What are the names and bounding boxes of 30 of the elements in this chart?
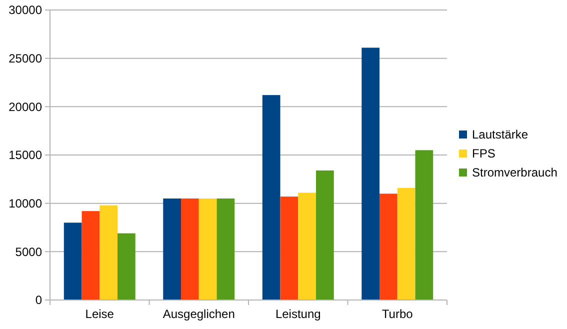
x-tick-label: Leistung bbox=[275, 307, 321, 321]
bar bbox=[415, 150, 434, 300]
bar bbox=[316, 170, 334, 300]
y-tick-label: 0 bbox=[35, 293, 42, 308]
bar bbox=[298, 192, 316, 300]
bar bbox=[216, 198, 235, 300]
bar bbox=[198, 198, 217, 300]
bar bbox=[362, 48, 380, 300]
bar bbox=[262, 95, 280, 300]
y-tick-label: 20000 bbox=[8, 100, 42, 114]
bar bbox=[64, 222, 82, 300]
x-tick-label: Ausgeglichen bbox=[162, 307, 235, 321]
y-tick-label: 25000 bbox=[8, 52, 42, 66]
bar bbox=[100, 205, 118, 300]
y-tick-label: 10000 bbox=[8, 196, 42, 211]
x-tick-label: Leise bbox=[85, 307, 114, 321]
bar bbox=[117, 233, 136, 300]
legend-label: FPS bbox=[472, 146, 496, 161]
y-tick-label: 15000 bbox=[8, 148, 42, 162]
legend-label: Stromverbrauch bbox=[472, 166, 558, 180]
y-tick-label: 30000 bbox=[8, 3, 42, 18]
bar bbox=[380, 194, 398, 300]
x-tick-label: Turbo bbox=[382, 307, 414, 321]
bar bbox=[82, 211, 100, 300]
bar bbox=[397, 188, 416, 300]
bar bbox=[280, 196, 298, 300]
bar bbox=[163, 198, 182, 300]
legend-label: Lautstärke bbox=[472, 128, 528, 142]
bar bbox=[181, 198, 199, 300]
y-tick-label: 5000 bbox=[15, 244, 42, 259]
